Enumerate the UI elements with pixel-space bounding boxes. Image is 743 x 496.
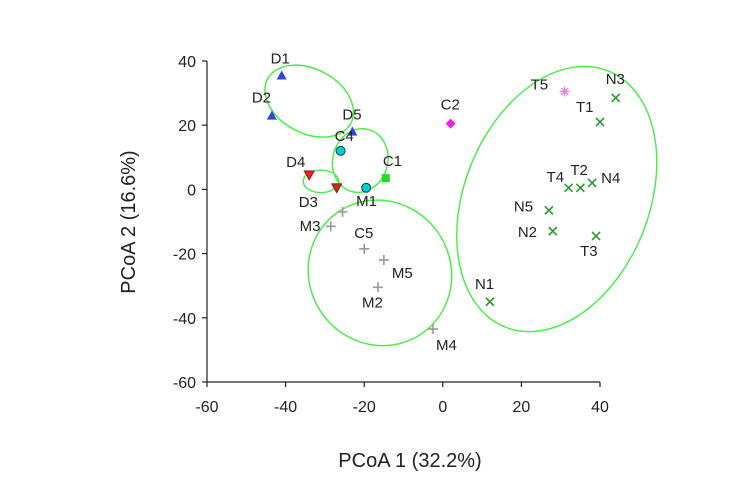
t3-point: [591, 231, 601, 241]
c5-label: C5: [354, 225, 373, 242]
t5-label: T5: [531, 76, 549, 93]
x-tick-label: 40: [591, 399, 609, 416]
t1-point: [595, 117, 605, 127]
m5-label: M5: [392, 265, 413, 282]
c2-label: C2: [441, 97, 460, 114]
x-axis-title: PCoA 1 (32.2%): [338, 450, 481, 472]
n5-point: [544, 205, 554, 215]
m1-label: M1: [356, 193, 377, 210]
c4-point: [335, 145, 346, 156]
n3-label: N3: [606, 71, 625, 88]
t5-point: [559, 86, 570, 97]
point-labels: D1 D2 D5 C2 C4 C1 M1 D4 D3 M3 C5 M5 M2 M4 T5 N3 T1 T4 T2 N4…: [252, 50, 625, 354]
y-tick-label: 40: [178, 54, 196, 71]
m2-point: [372, 282, 383, 293]
d1-point: [276, 70, 287, 80]
c2-point: [445, 118, 456, 129]
y-axis-title: PCoA 2 (16.6%): [118, 150, 140, 293]
y-tick-label: -20: [173, 247, 196, 264]
c5-point: [359, 243, 370, 254]
d5-label: D5: [342, 107, 361, 124]
y-tick-label: 20: [178, 118, 196, 135]
x-tick-label: 0: [438, 399, 447, 416]
n4-point: [587, 178, 597, 188]
d2-point: [266, 110, 277, 120]
n2-point: [548, 226, 558, 236]
group-ellipse-4: [307, 199, 453, 347]
c1-label: C1: [383, 153, 402, 170]
t4-label: T4: [547, 169, 565, 186]
d3-label: D3: [299, 194, 318, 211]
y-tick-label: -40: [173, 311, 196, 328]
unlabeled-10-point: [325, 221, 336, 232]
axes: [206, 61, 600, 383]
n3-point: [611, 93, 621, 103]
group-ellipse-3: [302, 169, 340, 194]
group-ellipse-1: [264, 64, 355, 138]
y-tick-label: 0: [187, 182, 196, 199]
m4-point: [427, 324, 438, 335]
t2-label: T2: [570, 162, 588, 179]
y-tick-label: -60: [173, 375, 196, 392]
x-tick-label: 20: [513, 399, 531, 416]
d4-label: D4: [286, 154, 305, 171]
d2-label: D2: [252, 90, 271, 107]
x-axis-ticks: -60 -40 -20 0 20 40: [195, 382, 609, 416]
m3-label: M3: [300, 218, 321, 235]
x-tick-label: -60: [195, 399, 218, 416]
t4-point: [563, 183, 574, 193]
d1-label: D1: [271, 50, 290, 67]
t3-label: T3: [580, 243, 598, 260]
x-tick-label: -40: [274, 399, 297, 416]
m5-point: [378, 255, 389, 266]
group-ellipses: [264, 64, 658, 347]
x-tick-label: -20: [353, 399, 376, 416]
n5-label: N5: [514, 198, 533, 215]
group-ellipse-5: [456, 65, 658, 333]
n1-label: N1: [475, 276, 494, 293]
n2-label: N2: [518, 224, 537, 241]
d4-point: [303, 170, 315, 181]
data-points: [266, 70, 621, 335]
c4-label: C4: [335, 128, 354, 145]
y-axis-ticks: 40 20 0 -20 -40 -60: [173, 54, 207, 392]
t1-label: T1: [576, 99, 594, 116]
n4-label: N4: [601, 170, 620, 187]
m2-label: M2: [362, 294, 383, 311]
t2-point: [575, 183, 585, 193]
m1-point: [361, 182, 372, 193]
d5-point: [347, 126, 358, 136]
m4-label: M4: [436, 337, 457, 354]
n1-point: [485, 297, 495, 307]
c1-point: [381, 174, 390, 183]
d3-point: [331, 183, 343, 194]
group-ellipse-2: [331, 127, 389, 194]
m3-point: [337, 206, 348, 217]
